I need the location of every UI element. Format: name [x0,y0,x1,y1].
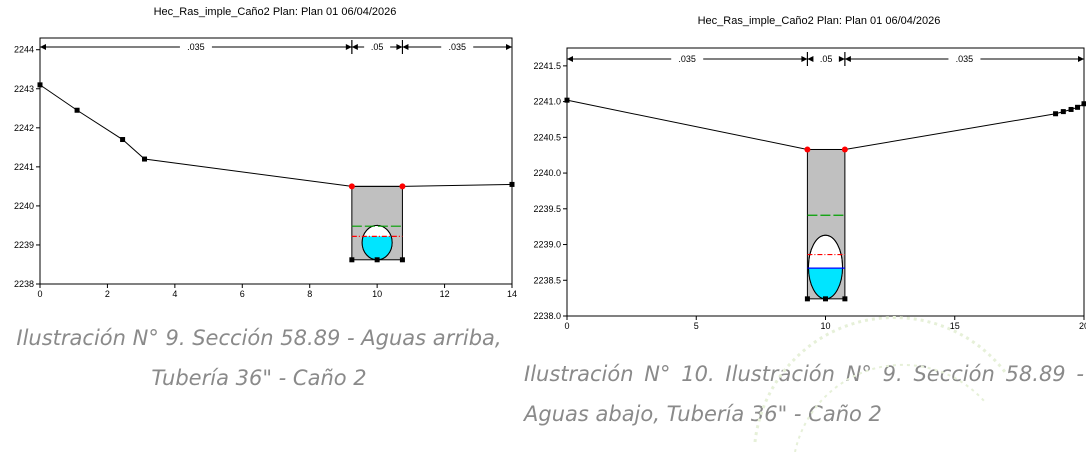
left-cross-section-chart: Hec_Ras_imple_Caño2 Plan: Plan 01 06/04/… [0,0,518,310]
manning-arrow-head [845,56,851,62]
ground-point [565,98,570,103]
ground-point [142,157,147,162]
x-tick-label: 8 [307,289,312,299]
x-tick-label: 0 [564,321,569,330]
manning-arrow-head [567,56,573,62]
y-tick-label: 2240 [14,201,34,211]
chart-title: Hec_Ras_imple_Caño2 Plan: Plan 01 06/04/… [154,6,397,18]
y-tick-label: 2243 [14,84,34,94]
x-tick-label: 2 [105,289,110,299]
manning-arrow-head [801,56,807,62]
manning-arrow-head [40,44,46,50]
manning-arrow-head [396,44,402,50]
manning-n-label: .035 [187,42,205,52]
bank-station-point [842,146,848,152]
bank-station-point [804,146,810,152]
bank-station-point [399,183,405,189]
y-tick-label: 2238.0 [533,311,561,321]
ground-point [1053,111,1058,116]
y-tick-label: 2239.0 [533,240,561,250]
y-tick-label: 2238 [14,279,34,289]
y-tick-label: 2241.5 [533,61,561,71]
manning-arrow-head [807,56,813,62]
chart-title: Hec_Ras_imple_Caño2 Plan: Plan 01 06/04/… [698,15,941,27]
manning-n-label: .035 [448,42,466,52]
manning-arrow-head [1078,56,1084,62]
culvert-bottom-point [349,257,354,262]
manning-arrow-head [839,56,845,62]
x-tick-label: 4 [172,289,177,299]
manning-arrow-head [506,44,512,50]
x-tick-label: 10 [372,289,382,299]
ground-point [1061,109,1066,114]
culvert-bottom-point [400,257,405,262]
ground-point [1069,107,1074,112]
x-tick-label: 20 [1079,321,1086,330]
y-tick-label: 2241.0 [533,97,561,107]
y-tick-label: 2241 [14,162,34,172]
ground-point [75,108,80,113]
ground-point [38,82,43,87]
left-figure-caption: Ilustración N° 9. Sección 58.89 - Aguas … [0,318,518,398]
plot-frame [40,38,512,284]
manning-arrow-head [402,44,408,50]
ground-point [1082,101,1086,106]
x-tick-label: 6 [240,289,245,299]
manning-n-label: .05 [371,42,384,52]
ground-profile-line [40,85,512,187]
bank-station-point [349,183,355,189]
y-tick-label: 2239.5 [533,204,561,214]
x-tick-label: 14 [507,289,517,299]
x-tick-label: 0 [37,289,42,299]
x-tick-label: 12 [440,289,450,299]
ground-profile-line [567,100,1084,149]
ground-point [120,137,125,142]
ground-point [510,182,515,187]
y-tick-label: 2239 [14,240,34,250]
watermark-seal [735,262,1025,452]
y-tick-label: 2242 [14,123,34,133]
manning-n-label: .035 [678,54,696,64]
y-tick-label: 2240.5 [533,132,561,142]
y-tick-label: 2244 [14,45,34,55]
y-tick-label: 2240.0 [533,168,561,178]
ground-point [1075,105,1080,110]
y-tick-label: 2238.5 [533,275,561,285]
manning-arrow-head [346,44,352,50]
manning-arrow-head [352,44,358,50]
x-tick-label: 5 [694,321,699,330]
manning-n-label: .05 [820,54,833,64]
culvert-bottom-point [375,257,380,262]
manning-n-label: .035 [956,54,974,64]
